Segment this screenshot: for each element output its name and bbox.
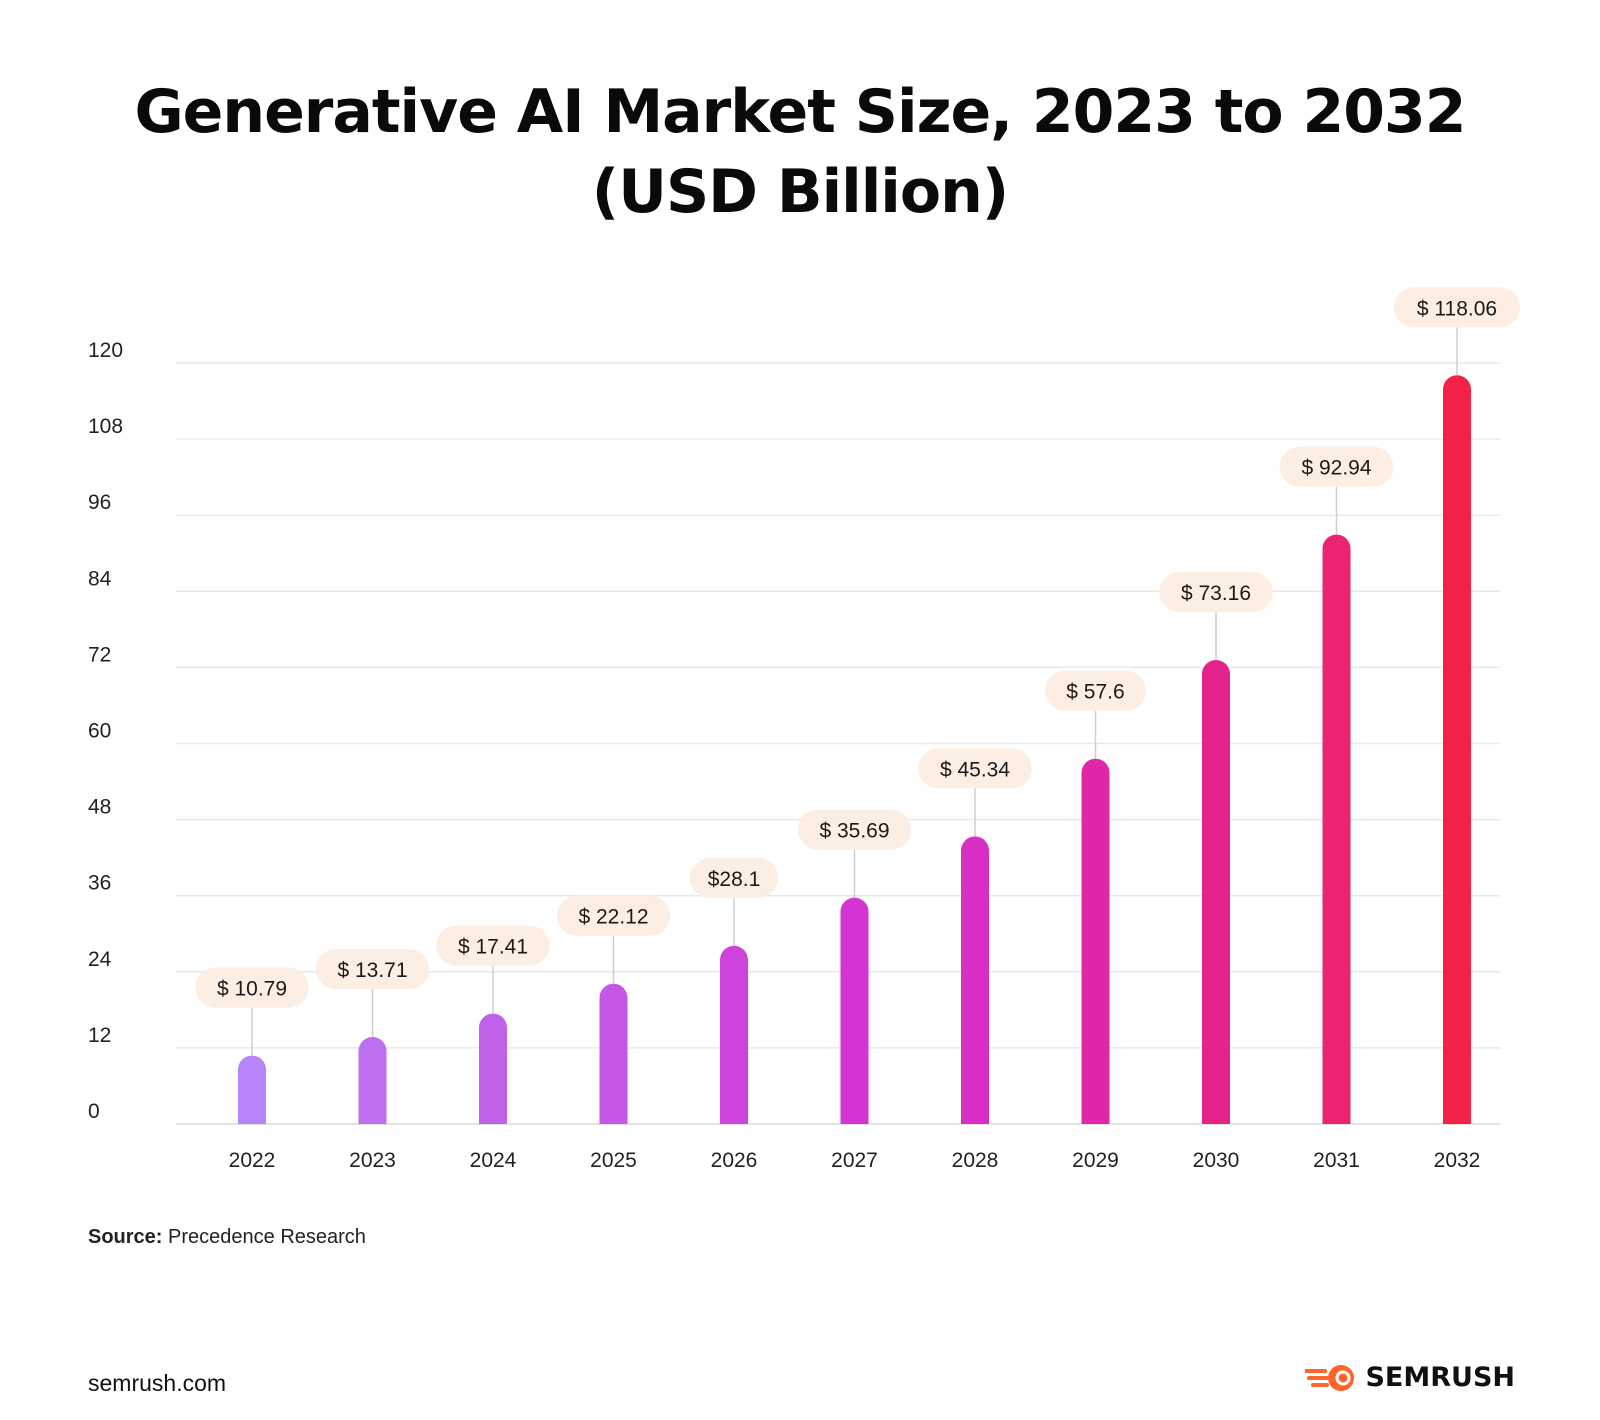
- source-label: Source:: [88, 1226, 163, 1248]
- data-label-bg: [797, 809, 912, 850]
- y-tick-label: 36: [88, 872, 111, 895]
- brand-name: SEMRUSH: [1365, 1362, 1515, 1393]
- y-tick-label: 0: [88, 1100, 100, 1123]
- bar: [840, 897, 869, 1124]
- x-tick-label: 2026: [711, 1149, 758, 1172]
- data-label-bg: [1394, 287, 1520, 328]
- site-url: semrush.com: [88, 1370, 227, 1396]
- data-label: $ 57.6: [1066, 681, 1124, 704]
- bar: [720, 945, 748, 1124]
- data-label: $28.1: [708, 868, 761, 891]
- x-tick-label: 2023: [349, 1149, 396, 1172]
- bar: [479, 1013, 507, 1124]
- data-label: $ 35.69: [819, 820, 889, 843]
- data-label-bg: [918, 748, 1032, 789]
- data-label: $ 92.94: [1301, 457, 1371, 480]
- x-tick-label: 2029: [1072, 1149, 1119, 1172]
- chart-title-line1: Generative AI Market Size, 2023 to 2032: [134, 77, 1466, 147]
- chart-title: Generative AI Market Size, 2023 to 2032 …: [0, 72, 1600, 232]
- y-tick-label: 12: [88, 1024, 111, 1047]
- source-value: Precedence Research: [168, 1226, 366, 1248]
- brand-logo: SEMRUSH: [1305, 1362, 1515, 1393]
- y-tick-label: 72: [88, 643, 111, 666]
- data-label-bg: [1159, 572, 1273, 613]
- x-tick-label: 2024: [470, 1149, 517, 1172]
- bar: [599, 983, 628, 1124]
- bar: [358, 1037, 387, 1124]
- y-tick-label: 120: [88, 339, 123, 362]
- x-tick-label: 2022: [229, 1149, 276, 1172]
- x-tick-label: 2027: [831, 1149, 878, 1172]
- data-label-bg: [689, 857, 779, 898]
- data-label-bg: [436, 925, 550, 966]
- y-tick-label: 96: [88, 491, 111, 514]
- bar: [1443, 375, 1472, 1124]
- semrush-logo-icon: [1305, 1364, 1355, 1391]
- chart-title-line2: (USD Billion): [591, 157, 1009, 227]
- data-label: $ 45.34: [940, 758, 1010, 781]
- x-tick-label: 2030: [1193, 1149, 1240, 1172]
- bar: [238, 1055, 266, 1124]
- data-label-bg: [315, 949, 430, 990]
- y-tick-label: 60: [88, 720, 111, 743]
- data-label-bg: [1045, 670, 1146, 711]
- bar: [1202, 660, 1230, 1124]
- source-note: Source: Precedence Research: [88, 1226, 366, 1249]
- data-label: $ 10.79: [217, 978, 287, 1001]
- data-label: $ 118.06: [1417, 297, 1497, 320]
- data-label: $ 22.12: [578, 906, 648, 929]
- x-tick-label: 2025: [590, 1149, 637, 1172]
- data-label-bg: [556, 895, 671, 936]
- y-tick-label: 84: [88, 567, 112, 590]
- bar: [961, 836, 989, 1124]
- data-label-bg: [195, 967, 309, 1008]
- bar: [1081, 758, 1110, 1124]
- data-label: $ 73.16: [1181, 582, 1251, 605]
- bar: [1322, 534, 1351, 1124]
- x-tick-label: 2032: [1434, 1149, 1481, 1172]
- y-tick-label: 24: [88, 948, 112, 971]
- data-label: $ 17.41: [458, 936, 528, 959]
- y-tick-label: 108: [88, 415, 123, 438]
- data-label: $ 13.71: [337, 959, 407, 982]
- y-tick-label: 48: [88, 796, 111, 819]
- x-tick-label: 2031: [1313, 1149, 1360, 1172]
- x-tick-label: 2028: [952, 1149, 999, 1172]
- data-label-bg: [1279, 446, 1394, 487]
